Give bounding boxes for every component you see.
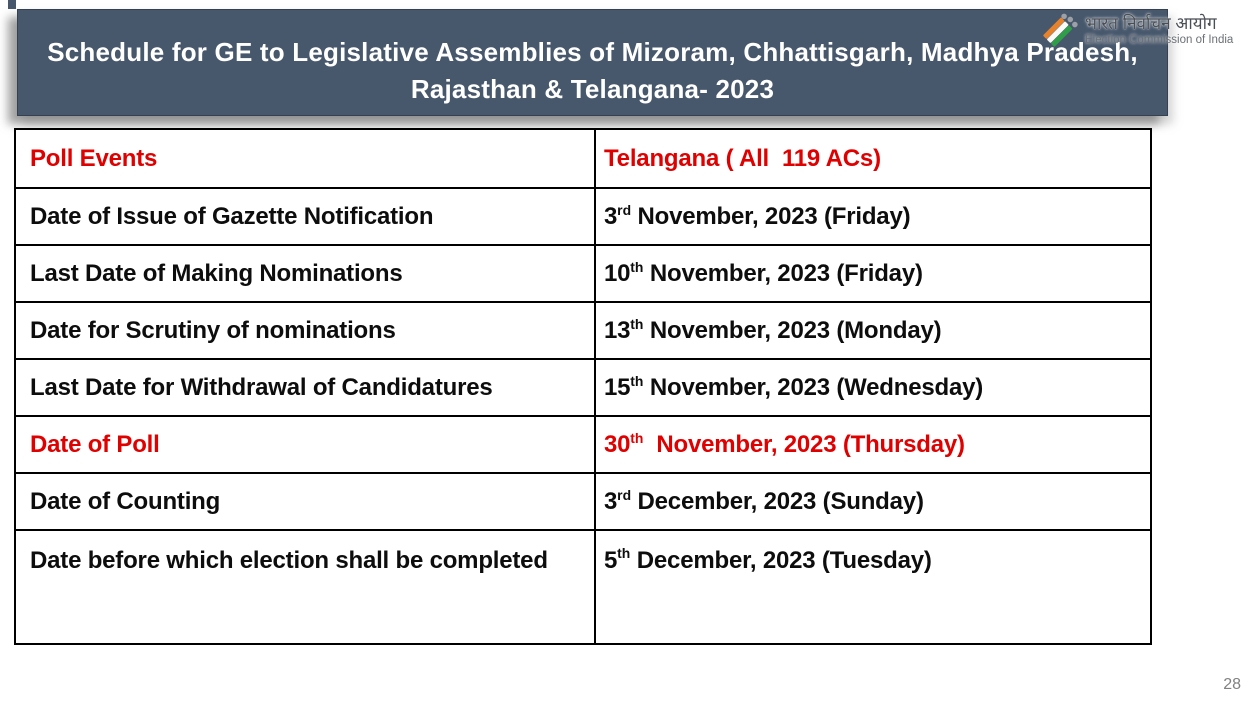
table-row-4: Last Date for Withdrawal of Candidatures… [16,358,1150,415]
ordinal-suffix: th [630,429,644,446]
poll-event-cell: Last Date for Withdrawal of Candidatures [30,373,493,401]
eci-logo-text: भारत निर्वाचन आयोग Election Commission o… [1085,11,1233,47]
eci-logo-english-text: Election Commission of India [1085,34,1234,46]
table-header-row: Poll Events Telangana ( All 119 ACs) [16,130,1150,187]
poll-event-cell: Date for Scrutiny of nominations [30,316,396,344]
ordinal-suffix: th [617,545,631,562]
ordinal-suffix: th [630,258,644,275]
eci-flag-icon [1042,11,1079,48]
eci-logo: भारत निर्वाचन आयोग Election Commission o… [1042,11,1233,48]
poll-event-cell: Poll Events [30,144,158,172]
title-banner: Schedule for GE to Legislative Assemblie… [17,9,1168,116]
schedule-table: Poll Events Telangana ( All 119 ACs) Date … [14,128,1152,645]
slide-title-line2: Rajasthan & Telangana- 2023 [410,74,775,104]
ordinal-suffix: th [630,315,644,332]
poll-event-cell: Date of Counting [30,487,221,515]
poll-event-cell: Date of Issue of Gazette Notification [30,202,434,230]
poll-event-cell: Last Date of Making Nominations [30,259,403,287]
eci-logo-hindi-text: भारत निर्वाचन आयोग [1085,14,1217,33]
date-value-cell: Telangana ( All 119 ACs) [594,130,1150,187]
ordinal-suffix: th [630,372,644,389]
poll-event-cell: Date before which election shall be comp… [30,547,548,574]
table-row-7: Date before which election shall be comp… [16,529,1150,643]
slide-title-line1: Schedule for GE to Legislative Assemblie… [47,37,1138,67]
ordinal-suffix: rd [617,201,632,218]
poll-event-cell: Date of Poll [30,430,160,458]
corner-artifact [8,0,16,9]
page-number: 28 [1223,676,1241,693]
ordinal-suffix: rd [617,486,632,503]
